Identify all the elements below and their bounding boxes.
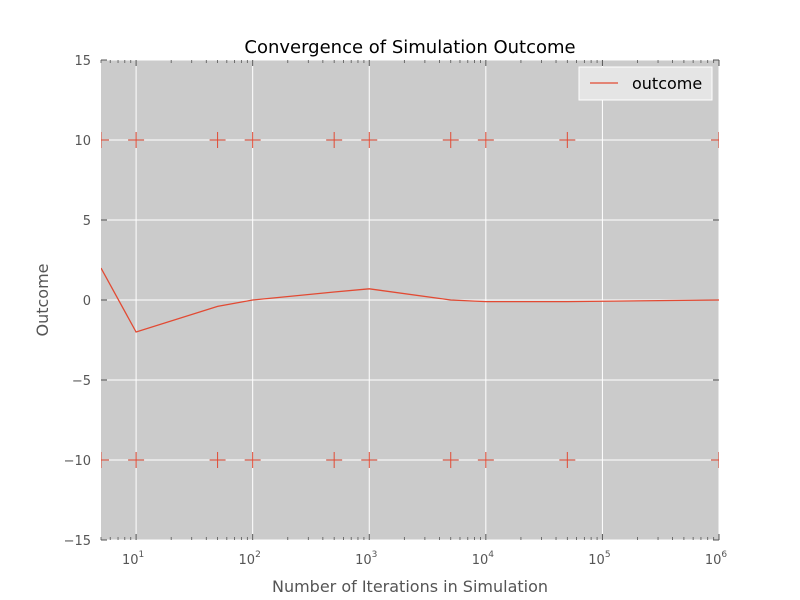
x-tick-label: 104 xyxy=(472,550,495,568)
y-tick-label: 15 xyxy=(74,54,91,69)
series-group xyxy=(101,267,719,333)
y-tick-label: 5 xyxy=(83,214,91,229)
upper-bound-marker xyxy=(559,132,576,148)
x-tick-label: 102 xyxy=(239,550,261,568)
x-tick-label: 101 xyxy=(122,550,144,568)
x-tick-label: 106 xyxy=(705,550,728,568)
x-tick-label: 105 xyxy=(588,550,610,568)
legend: outcome xyxy=(578,66,713,101)
legend-label-outcome: outcome xyxy=(632,74,702,93)
upper-bound-marker xyxy=(244,132,261,148)
x-tick-label: 103 xyxy=(355,550,377,568)
y-tick-label: −5 xyxy=(72,374,91,389)
upper-bound-marker xyxy=(361,132,378,148)
chart-title: Convergence of Simulation Outcome xyxy=(244,37,575,58)
y-tick-label: −15 xyxy=(64,534,91,549)
upper-bound-marker xyxy=(209,132,226,148)
y-tick-label: 10 xyxy=(74,134,91,149)
upper-bound-marker xyxy=(326,132,343,148)
lower-bound-marker xyxy=(326,452,343,468)
lower-bound-marker xyxy=(559,452,576,468)
y-tick-label: 0 xyxy=(83,294,91,309)
upper-bound-marker xyxy=(128,132,145,148)
lower-bound-marker xyxy=(361,452,378,468)
lower-bound-marker xyxy=(244,452,261,468)
lower-bound-marker xyxy=(101,452,109,468)
series-line-outcome xyxy=(101,267,719,333)
axis-ticks xyxy=(100,59,720,541)
upper-bound-marker xyxy=(101,132,109,148)
y-tick-label: −10 xyxy=(64,454,91,469)
y-axis-label: Outcome xyxy=(33,263,52,336)
upper-bound-marker xyxy=(477,132,494,148)
lower-bound-marker xyxy=(128,452,145,468)
upper-bound-marker xyxy=(442,132,459,148)
upper-bound-marker xyxy=(711,132,719,148)
lower-bound-marker xyxy=(442,452,459,468)
lower-bound-marker xyxy=(477,452,494,468)
marker-group xyxy=(101,132,719,468)
lower-bound-marker xyxy=(209,452,226,468)
x-axis-label: Number of Iterations in Simulation xyxy=(272,577,548,596)
lower-bound-marker xyxy=(711,452,719,468)
